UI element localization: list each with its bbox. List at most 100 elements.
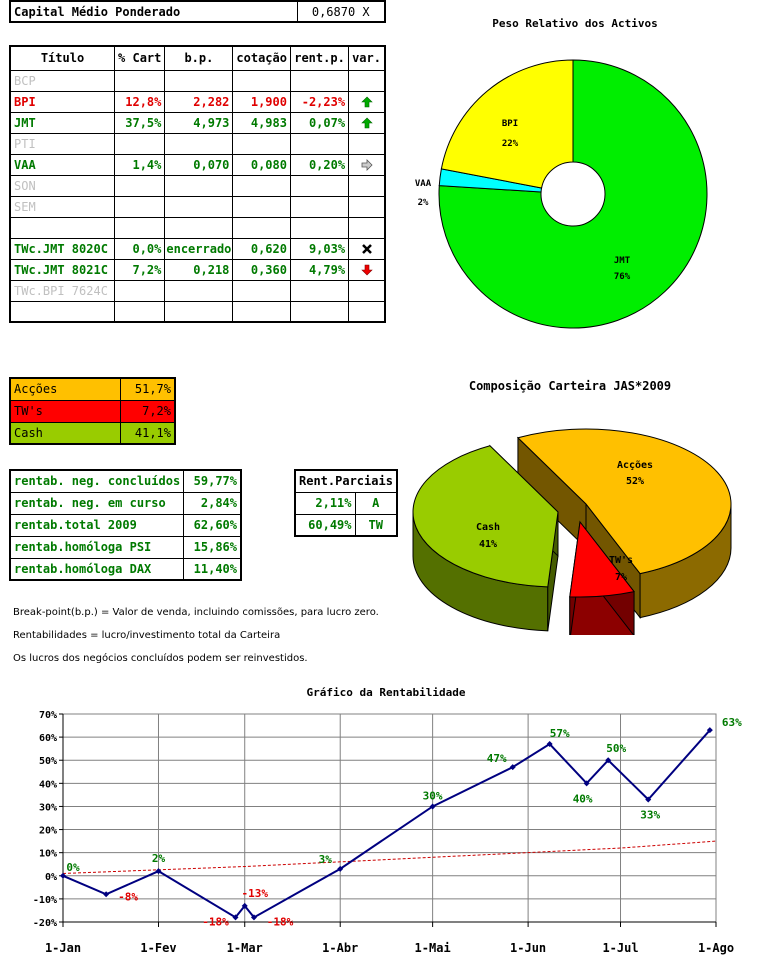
holding-pct: [114, 174, 166, 197]
return-row: rentab.homóloga DAX 11,40%: [9, 557, 242, 581]
cross-icon: [361, 244, 372, 254]
partial-value: 60,49%: [294, 513, 356, 537]
rentabilidade-line-chart: Gráfico da Rentabilidade -20% -10% 0% 10% 20%…: [33, 686, 742, 955]
holding-name: JMT: [9, 111, 116, 134]
data-point: [60, 872, 66, 879]
holding-pct: [114, 132, 166, 155]
y-tick-label: 10%: [39, 849, 57, 860]
return-label: rentab. neg. em curso: [9, 491, 185, 515]
holding-name: TWc.JMT 8020C: [9, 237, 116, 260]
holding-name: PTI: [9, 132, 116, 155]
partial-row: 60,49% TW: [294, 513, 398, 537]
return-value: 59,77%: [183, 469, 242, 493]
y-tick-label: 50%: [39, 756, 57, 767]
holding-pct: 37,5%: [114, 111, 166, 134]
holding-cotacao: 4,983: [232, 111, 291, 134]
holding-var: [348, 153, 386, 176]
return-value: 62,60%: [183, 513, 242, 537]
partial-returns-table: Rent.Parciais 2,11% A 60,49% TW: [294, 469, 398, 537]
allocation-label: Acções: [9, 377, 121, 401]
allocation-value: 51,7%: [119, 377, 176, 401]
holding-var: [348, 90, 386, 113]
holding-row: VAA 1,4% 0,070 0,080 0,20%: [9, 153, 386, 176]
partial-value: 2,11%: [294, 491, 356, 515]
holding-name: SEM: [9, 195, 116, 218]
data-label: -18%: [202, 915, 229, 928]
x-tick-label: 1-Abr: [322, 941, 358, 955]
data-label: 2%: [152, 852, 166, 865]
partial-header: Rent.Parciais: [294, 469, 398, 493]
return-label: rentab.homóloga DAX: [9, 557, 185, 581]
data-point: [241, 902, 248, 909]
donut-pct-vaa: 2%: [418, 198, 429, 208]
holding-rent: [289, 279, 350, 302]
holding-bp: [164, 174, 234, 197]
data-label: 3%: [319, 853, 333, 866]
note-lucros: Os lucros dos negócios concluídos podem …: [13, 653, 308, 664]
holding-row: [9, 216, 386, 239]
holding-rent: [289, 300, 350, 323]
data-point: [232, 914, 239, 921]
header-rent-p: rent.p.: [289, 45, 350, 71]
allocation-value: 41,1%: [119, 421, 176, 445]
holding-var: [348, 111, 386, 134]
allocation-row: Cash 41,1%: [9, 421, 176, 445]
data-point: [103, 891, 110, 898]
data-label: 30%: [423, 789, 443, 802]
pie3d-slice-2: [412, 445, 559, 588]
allocation-table: Acções 51,7% TW's 7,2% Cash 41,1%: [9, 377, 176, 445]
holding-pct: [114, 69, 166, 92]
data-point: [583, 780, 590, 787]
donut-label-bpi: BPI: [502, 119, 518, 129]
holding-var: [348, 237, 386, 260]
holding-bp: [164, 216, 234, 239]
y-tick-label: 0%: [45, 872, 57, 883]
holding-cotacao: [232, 69, 291, 92]
capital-table: Capital Médio Ponderado 0,6870 X: [9, 0, 386, 23]
holding-bp: 0,218: [164, 258, 234, 281]
holding-bp: encerrado: [164, 237, 234, 260]
holding-pct: [114, 279, 166, 302]
capital-label: Capital Médio Ponderado: [9, 0, 298, 23]
pie3d-label: TW's: [609, 555, 633, 566]
data-point: [337, 865, 344, 872]
holding-var: [348, 69, 386, 92]
partial-tag: TW: [354, 513, 398, 537]
reference-line: [62, 840, 717, 874]
holding-name: BCP: [9, 69, 116, 92]
capital-value: 0,6870 X: [296, 0, 386, 23]
x-tick-label: 1-Fev: [140, 941, 176, 955]
donut-label-vaa: VAA: [415, 179, 432, 189]
header-titulo: Título: [9, 45, 116, 71]
donut-chart: Peso Relativo dos Activos JMT 76% VAA 2% BPI 2…: [415, 17, 708, 329]
pie3d-pct: 7%: [615, 572, 627, 583]
holding-row: SON: [9, 174, 386, 197]
x-tick-label: 1-Mai: [415, 941, 451, 955]
holding-rent: [289, 132, 350, 155]
arrow-right-icon: [361, 159, 373, 171]
holding-pct: [114, 300, 166, 323]
y-tick-label: 60%: [39, 733, 57, 744]
y-tick-label: -10%: [33, 895, 57, 906]
holding-row: TWc.JMT 8021C 7,2% 0,218 0,360 4,79%: [9, 258, 386, 281]
holding-bp: [164, 300, 234, 323]
data-point: [605, 757, 612, 764]
holding-rent: [289, 216, 350, 239]
return-label: rentab. neg. concluídos: [9, 469, 185, 493]
holding-name: [9, 216, 116, 239]
holding-row: BCP: [9, 69, 386, 92]
holding-pct: 1,4%: [114, 153, 166, 176]
pie3d-chart: Composição Carteira JAS*2009 Acções 52% TW'…: [412, 379, 732, 635]
holding-row: PTI: [9, 132, 386, 155]
return-value: 15,86%: [183, 535, 242, 559]
holding-cotacao: 0,620: [232, 237, 291, 260]
holding-row: TWc.JMT 8020C 0,0% encerrado 0,620 9,03%: [9, 237, 386, 260]
holding-var: [348, 300, 386, 323]
holding-bp: 0,070: [164, 153, 234, 176]
data-label: -8%: [118, 890, 138, 903]
holding-var: [348, 258, 386, 281]
data-point: [645, 796, 652, 803]
holding-rent: -2,23%: [289, 90, 350, 113]
pie3d-label: Acções: [617, 460, 653, 471]
data-label: 40%: [573, 792, 593, 805]
